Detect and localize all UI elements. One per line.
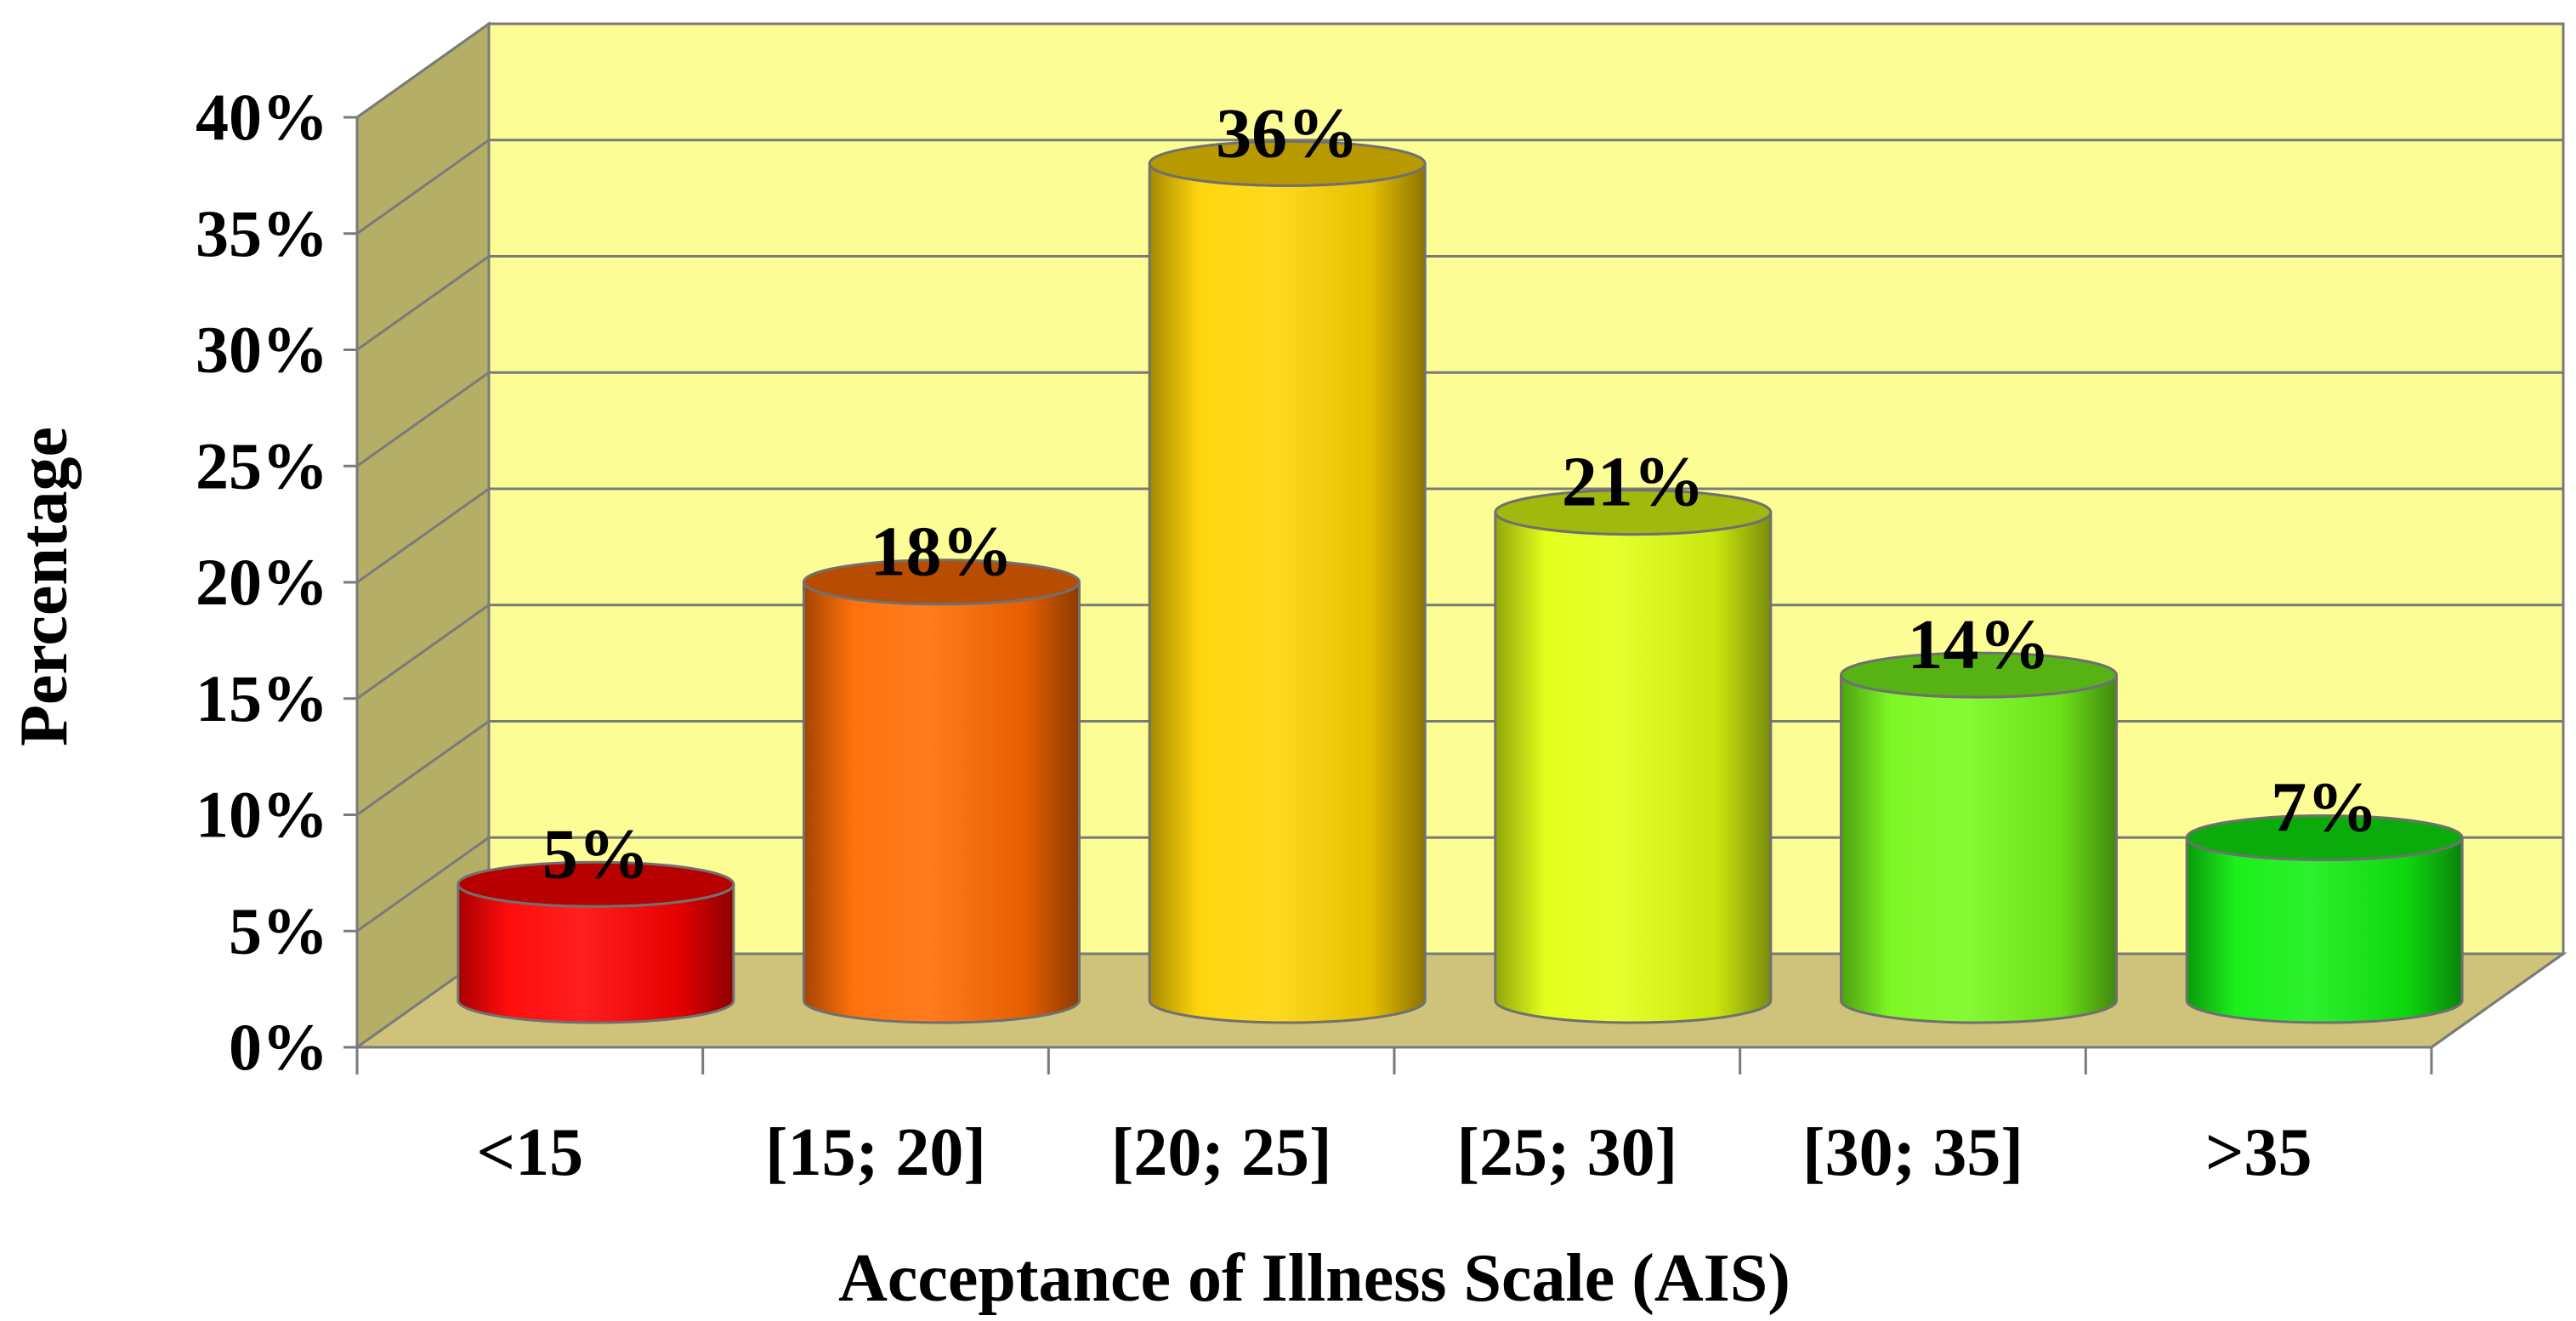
gridline-side — [356, 487, 490, 584]
bar-top — [1494, 489, 1773, 536]
y-tick-label: 5% — [229, 893, 328, 967]
gridline-side — [356, 139, 490, 235]
value-labels: 5% 18% 36% 21% 14% 7% — [542, 94, 2378, 893]
value-label: 5% — [542, 814, 650, 893]
bar — [1148, 139, 1427, 1024]
bar-top — [803, 558, 1081, 606]
y-tick-label: 40% — [196, 80, 328, 154]
gridline-side — [356, 371, 490, 468]
bar-top — [2185, 814, 2464, 862]
bar-top — [1840, 651, 2118, 699]
value-label: 14% — [1908, 605, 2051, 684]
y-tick-label: 25% — [196, 428, 328, 502]
value-label: 21% — [1562, 443, 1705, 522]
y-tick-label: 15% — [196, 661, 328, 735]
value-label: 18% — [871, 513, 1013, 592]
x-tick-label: <15 — [477, 1115, 584, 1190]
value-label: 36% — [1216, 94, 1359, 173]
y-tick-label: 35% — [196, 196, 328, 270]
x-tick-label: [30; 35] — [1802, 1115, 2023, 1190]
value-label: 7% — [2271, 768, 2378, 848]
bar — [803, 558, 1081, 1024]
x-axis-ticks: <15 [15; 20] [20; 25] [25; 30] [30; 35] >35 — [355, 1047, 2433, 1190]
bar-top — [1148, 139, 1427, 187]
bar — [457, 860, 735, 1024]
bar-body — [1840, 674, 2118, 1024]
x-tick-label: [20; 25] — [1111, 1115, 1332, 1190]
bar — [2185, 814, 2464, 1024]
gridline-side — [356, 836, 490, 933]
y-axis-title: Percentage — [7, 427, 82, 746]
y-tick-label: 20% — [196, 545, 328, 619]
gridline-side — [356, 255, 490, 351]
bars — [457, 139, 2464, 1024]
bar-body — [2185, 837, 2464, 1024]
bar-top — [457, 860, 735, 908]
x-tick-label: [15; 20] — [765, 1115, 986, 1190]
gridline-side — [356, 604, 490, 700]
y-tick-label: 0% — [229, 1010, 328, 1084]
y-tick-label: 10% — [196, 778, 328, 852]
bar — [1494, 489, 1773, 1024]
x-axis-title: Acceptance of Illness Scale (AIS) — [838, 1241, 1790, 1316]
bar-body — [1494, 512, 1773, 1024]
y-axis-ticks: 0% 5% 10% 15% 20% 25% 30% 35% 40% — [196, 80, 357, 1084]
x-tick-label: [25; 30] — [1456, 1115, 1677, 1190]
gridline-side — [356, 720, 490, 816]
bar — [1840, 651, 2118, 1024]
y-tick-label: 30% — [196, 313, 328, 387]
x-tick-label: >35 — [2205, 1115, 2312, 1190]
bar-body — [803, 581, 1081, 1024]
x-axis-depth-line — [2431, 952, 2564, 1049]
gridline-side — [356, 22, 490, 119]
bar-body — [1148, 163, 1427, 1024]
